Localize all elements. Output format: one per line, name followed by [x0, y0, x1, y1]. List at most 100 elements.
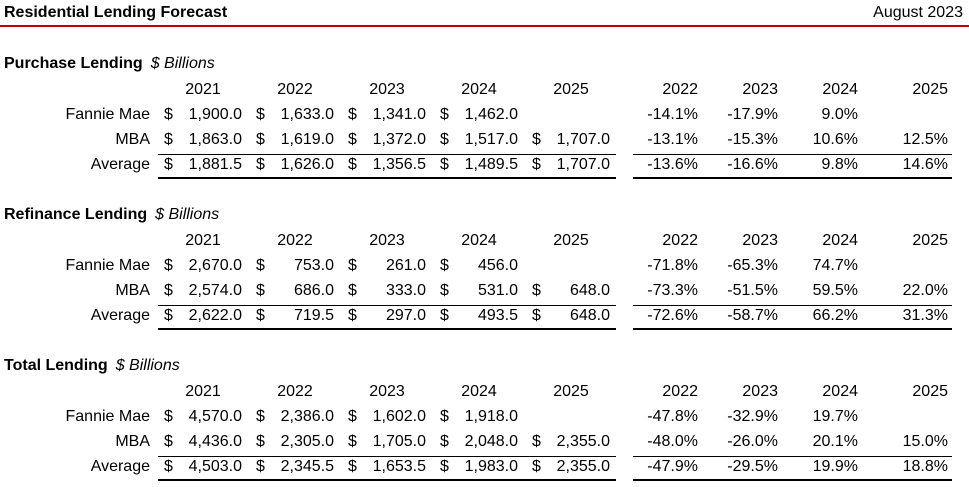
money-cell: $2,622.0 — [158, 305, 248, 327]
dollar-sign: $ — [164, 433, 173, 450]
money-cell: $1,356.5 — [342, 154, 432, 176]
amount: 1,626.0 — [280, 156, 334, 173]
dollar-sign: $ — [440, 156, 449, 173]
pct-change-cell: 10.6% — [812, 131, 858, 148]
dollar-sign: $ — [348, 408, 357, 425]
row-label: Fannie Mae — [65, 408, 151, 425]
money-cell: $1,707.0 — [526, 129, 616, 151]
pct-change-cell: -13.1% — [647, 131, 698, 148]
pct-change-cell: -13.6% — [647, 156, 698, 173]
money-cell: $2,355.0 — [526, 431, 616, 453]
pct-change-cell: 19.7% — [812, 408, 858, 425]
amount: 2,622.0 — [188, 307, 242, 324]
section-title: Purchase Lending $ Billions — [4, 55, 215, 73]
pct-change-cell: -48.0% — [647, 433, 698, 450]
dollar-sign: $ — [440, 458, 449, 475]
money-cell: $1,633.0 — [250, 104, 340, 126]
dollar-sign: $ — [164, 458, 173, 475]
money-cell — [526, 406, 616, 428]
pct-change-cell: 74.7% — [812, 257, 858, 274]
pct-change-cell: -47.8% — [647, 408, 698, 425]
dollar-sign: $ — [256, 408, 265, 425]
money-cell: $297.0 — [342, 305, 432, 327]
amount: 2,048.0 — [464, 433, 518, 450]
pct-change-cell: -72.6% — [647, 307, 698, 324]
money-cell: $2,574.0 — [158, 280, 248, 302]
money-cell: $2,386.0 — [250, 406, 340, 428]
section-units: $ Billions — [150, 55, 215, 72]
pct-year-header: 2022 — [662, 81, 698, 98]
year-header: 2021 — [185, 81, 221, 98]
pct-change-cell: 22.0% — [902, 282, 948, 299]
money-cell: $2,048.0 — [434, 431, 524, 453]
pct-total-rule — [633, 154, 952, 155]
pct-change-cell: 12.5% — [902, 131, 948, 148]
money-cell: $648.0 — [526, 305, 616, 327]
dollar-sign: $ — [256, 282, 265, 299]
section-title: Refinance Lending $ Billions — [4, 206, 219, 224]
section-units: $ Billions — [155, 206, 220, 223]
report-header: Residential Lending Forecast August 2023 — [0, 0, 969, 27]
pct-change-cell: 18.8% — [902, 458, 948, 475]
year-header-row: 2021 2022 2023 2024 2025 2022 2023 2024 2025 — [0, 230, 969, 255]
money-cell: $2,355.0 — [526, 456, 616, 478]
row-label: Average — [90, 458, 150, 475]
money-cell: $1,900.0 — [158, 104, 248, 126]
year-header: 2022 — [277, 232, 313, 249]
money-cell: $1,372.0 — [342, 129, 432, 151]
dollar-sign: $ — [532, 131, 541, 148]
row-label: Fannie Mae — [65, 106, 151, 123]
dollar-sign: $ — [164, 307, 173, 324]
dollar-sign: $ — [348, 257, 357, 274]
money-cell: $1,707.0 — [526, 154, 616, 176]
pct-year-header: 2023 — [742, 232, 778, 249]
money-cell: $1,626.0 — [250, 154, 340, 176]
amount: 4,436.0 — [188, 433, 242, 450]
money-cell: $686.0 — [250, 280, 340, 302]
pct-change-cell: -17.9% — [727, 106, 778, 123]
dollar-sign: $ — [256, 106, 265, 123]
pct-change-cell: -73.3% — [647, 282, 698, 299]
amount: 2,355.0 — [556, 433, 610, 450]
year-header: 2024 — [461, 81, 497, 98]
dollar-sign: $ — [256, 307, 265, 324]
money-cell: $1,983.0 — [434, 456, 524, 478]
section-title: Total Lending $ Billions — [4, 357, 180, 375]
amount-total-rule — [158, 456, 616, 457]
money-cell: $493.5 — [434, 305, 524, 327]
table-row: Average $1,881.5 $1,626.0 $1,356.5 $1,489.5 $… — [0, 154, 969, 179]
pct-change-cell: 19.9% — [812, 458, 858, 475]
dollar-sign: $ — [348, 282, 357, 299]
pct-year-header: 2022 — [662, 232, 698, 249]
pct-year-header: 2024 — [822, 81, 858, 98]
money-cell: $753.0 — [250, 255, 340, 277]
amount: 261.0 — [385, 257, 426, 274]
dollar-sign: $ — [256, 131, 265, 148]
table-row: Fannie Mae $1,900.0 $1,633.0 $1,341.0 $1,462… — [0, 104, 969, 129]
amount: 1,633.0 — [280, 106, 334, 123]
dollar-sign: $ — [440, 106, 449, 123]
pct-change-cell: 9.0% — [821, 106, 858, 123]
dollar-sign: $ — [440, 282, 449, 299]
money-cell: $261.0 — [342, 255, 432, 277]
amount: 456.0 — [477, 257, 518, 274]
pct-change-cell: -71.8% — [647, 257, 698, 274]
amount: 2,574.0 — [188, 282, 242, 299]
year-header-row: 2021 2022 2023 2024 2025 2022 2023 2024 2025 — [0, 79, 969, 104]
section-refinance-lending: Refinance Lending $ Billions 2021 2022 2023 2… — [0, 206, 969, 336]
money-cell: $1,863.0 — [158, 129, 248, 151]
dollar-sign: $ — [256, 433, 265, 450]
row-label: MBA — [115, 131, 150, 148]
dollar-sign: $ — [532, 307, 541, 324]
row-label: Average — [90, 156, 150, 173]
dollar-sign: $ — [348, 433, 357, 450]
dollar-sign: $ — [348, 106, 357, 123]
pct-change-cell — [878, 406, 948, 428]
amount: 648.0 — [569, 307, 610, 324]
year-header: 2023 — [369, 81, 405, 98]
year-header-row: 2021 2022 2023 2024 2025 2022 2023 2024 2025 — [0, 381, 969, 406]
year-header: 2023 — [369, 383, 405, 400]
dollar-sign: $ — [348, 156, 357, 173]
pct-year-header: 2024 — [822, 232, 858, 249]
dollar-sign: $ — [256, 458, 265, 475]
